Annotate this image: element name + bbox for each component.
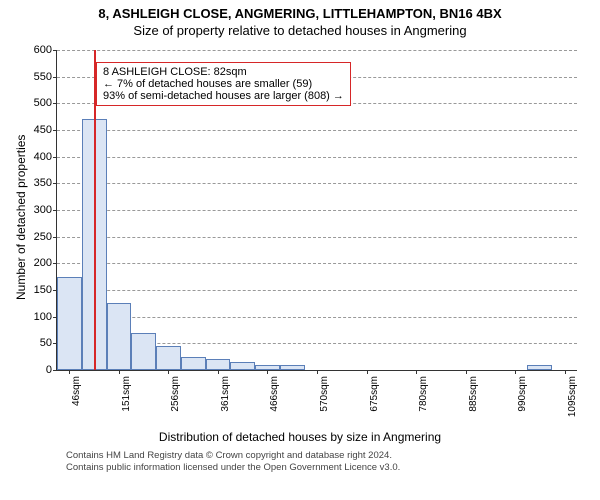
y-tick-label: 0 [0, 364, 52, 376]
gridline [57, 183, 577, 184]
y-tick-label: 600 [0, 44, 52, 56]
x-tick-label: 780sqm [418, 376, 429, 412]
x-tick-label: 675sqm [369, 376, 380, 412]
footer-copyright-1: Contains HM Land Registry data © Crown c… [66, 450, 392, 461]
gridline [57, 263, 577, 264]
histogram-bar [280, 365, 305, 370]
x-tick-label: 570sqm [319, 376, 330, 412]
y-tick-label: 500 [0, 97, 52, 109]
page-title: 8, ASHLEIGH CLOSE, ANGMERING, LITTLEHAMP… [0, 0, 600, 21]
gridline [57, 317, 577, 318]
gridline [57, 237, 577, 238]
x-tick-label: 46sqm [71, 376, 82, 406]
y-tick-label: 550 [0, 71, 52, 83]
gridline [57, 50, 577, 51]
x-tick-label: 990sqm [517, 376, 528, 412]
gridline [57, 157, 577, 158]
x-axis-label: Distribution of detached houses by size … [0, 430, 600, 444]
histogram-bar [107, 303, 132, 370]
histogram-bar [181, 357, 206, 370]
footer-copyright-2: Contains public information licensed und… [66, 462, 400, 473]
histogram-bar [230, 362, 255, 370]
histogram-bar [527, 365, 552, 370]
x-tick-label: 151sqm [121, 376, 132, 412]
gridline [57, 210, 577, 211]
x-tick-label: 256sqm [170, 376, 181, 412]
histogram-bar [131, 333, 156, 370]
histogram-bar [206, 359, 231, 370]
x-tick-label: 361sqm [220, 376, 231, 412]
page-subtitle: Size of property relative to detached ho… [0, 21, 600, 38]
x-tick-label: 885sqm [468, 376, 479, 412]
x-tick-label: 466sqm [269, 376, 280, 412]
info-line-2: ← 7% of detached houses are smaller (59) [103, 78, 344, 90]
info-line-1: 8 ASHLEIGH CLOSE: 82sqm [103, 66, 344, 78]
y-axis-label: Number of detached properties [14, 135, 28, 300]
y-tick-label: 100 [0, 311, 52, 323]
marker-info-box: 8 ASHLEIGH CLOSE: 82sqm ← 7% of detached… [96, 62, 351, 106]
gridline [57, 130, 577, 131]
histogram-bar [156, 346, 181, 370]
info-line-3: 93% of semi-detached houses are larger (… [103, 90, 344, 102]
x-tick-label: 1095sqm [567, 376, 578, 417]
y-tick-label: 50 [0, 337, 52, 349]
histogram-bar [57, 277, 82, 370]
gridline [57, 290, 577, 291]
